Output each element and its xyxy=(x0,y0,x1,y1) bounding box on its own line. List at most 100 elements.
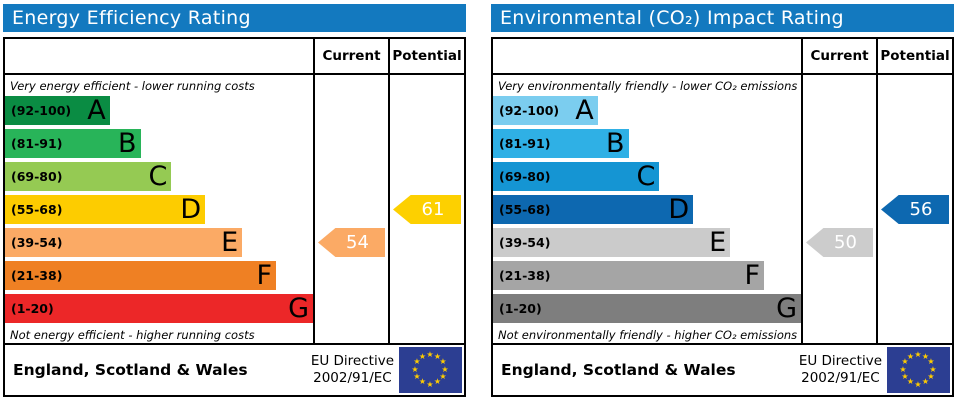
eu-flag-star: ★ xyxy=(439,357,447,366)
band-range-label: (21-38) xyxy=(11,268,63,283)
eu-flag-star: ★ xyxy=(921,351,930,361)
eu-flag-star: ★ xyxy=(929,364,937,374)
energy-efficiency-rating-panel: Energy Efficiency Rating Current Potenti… xyxy=(3,4,466,397)
chart-body-row: Very energy efficient - lower running co… xyxy=(5,75,464,345)
band-b: (81-91) B xyxy=(5,129,141,158)
eu-flag-star: ★ xyxy=(927,357,935,366)
eu-flag-icon: ★ ★ ★ ★ ★ ★ ★ ★ ★ ★ ★ ★ xyxy=(399,347,462,393)
band-c: (69-80) C xyxy=(493,161,660,192)
band-range-label: (81-91) xyxy=(11,136,63,151)
eu-flag-star: ★ xyxy=(426,379,434,389)
table-footer-row: England, Scotland & Wales EU Directive 2… xyxy=(493,345,952,395)
eu-flag-star: ★ xyxy=(411,364,419,374)
band-letter: A xyxy=(87,95,106,126)
band-range-label: (55-68) xyxy=(11,202,63,217)
band-letter: F xyxy=(744,260,761,291)
chart-body-row: Very environmentally friendly - lower CO… xyxy=(493,75,952,345)
eu-flag-star: ★ xyxy=(433,377,442,387)
eu-flag-star: ★ xyxy=(441,364,449,374)
band-letter: F xyxy=(256,260,273,291)
band-letter: B xyxy=(605,128,625,159)
top-caption: Very energy efficient - lower running co… xyxy=(10,79,255,93)
eu-directive-line2: 2002/91/EC xyxy=(801,370,880,386)
current-rating-column: 54 xyxy=(313,75,388,343)
rating-table: Current Potential Very environmentally f… xyxy=(491,37,954,397)
bands-column: Very environmentally friendly - lower CO… xyxy=(493,75,801,343)
eu-flag-star: ★ xyxy=(914,349,922,359)
table-footer-row: England, Scotland & Wales EU Directive 2… xyxy=(5,345,464,395)
band-letter: C xyxy=(636,161,656,192)
band-f: (21-38) F xyxy=(493,260,765,291)
eu-flag-star: ★ xyxy=(426,349,434,359)
eu-directive-label: EU Directive 2002/91/EC xyxy=(311,353,394,387)
band-d: (55-68) D xyxy=(5,195,206,224)
potential-column-header: Potential xyxy=(388,39,464,73)
band-range-label: (21-38) xyxy=(499,268,551,283)
band-range-label: (1-20) xyxy=(11,301,54,316)
band-d: (55-68) D xyxy=(493,194,694,225)
bands-column: Very energy efficient - lower running co… xyxy=(5,75,313,343)
eu-flag-star: ★ xyxy=(418,377,427,387)
band-range-label: (69-80) xyxy=(11,169,63,184)
band-range-label: (39-54) xyxy=(499,235,551,250)
table-header-row: Current Potential xyxy=(5,39,464,75)
top-caption: Very environmentally friendly - lower CO… xyxy=(498,79,798,93)
bottom-caption: Not energy efficient - higher running co… xyxy=(10,328,255,342)
band-letter: G xyxy=(288,293,309,324)
band-range-label: (39-54) xyxy=(11,235,63,250)
rating-bands: (92-100) A (81-91) B (69-80) C (55-68) D (39-54)… xyxy=(5,96,313,323)
band-range-label: (69-80) xyxy=(499,169,551,184)
current-column-header: Current xyxy=(313,39,388,73)
band-range-label: (92-100) xyxy=(11,103,72,118)
eu-flag-star: ★ xyxy=(901,357,909,366)
current-rating-arrow: 54 xyxy=(318,228,385,257)
band-range-label: (81-91) xyxy=(499,136,551,151)
band-a: (92-100) A xyxy=(493,96,598,125)
band-range-label: (1-20) xyxy=(499,301,542,316)
region-label: England, Scotland & Wales xyxy=(13,361,248,379)
eu-flag-star: ★ xyxy=(899,364,907,374)
rating-bands: (92-100) A (81-91) B (69-80) C (55-68) D (39-54)… xyxy=(493,96,801,323)
potential-rating-arrow: 61 xyxy=(393,195,461,224)
current-rating-arrow: 50 xyxy=(806,228,873,257)
eu-directive-line1: EU Directive xyxy=(310,353,394,370)
eu-flag-star: ★ xyxy=(901,372,909,381)
band-range-label: (55-68) xyxy=(499,202,551,217)
band-g: (1-20) G xyxy=(493,294,801,323)
table-header-row: Current Potential xyxy=(493,39,952,75)
band-letter: A xyxy=(575,95,594,126)
band-letter: G xyxy=(776,293,797,324)
eu-flag-star: ★ xyxy=(413,357,421,366)
band-e: (39-54) E xyxy=(5,228,243,257)
potential-column-header: Potential xyxy=(876,39,952,73)
band-b: (81-91) B xyxy=(493,129,629,158)
potential-rating-column: 61 xyxy=(388,75,464,343)
band-g: (1-20) G xyxy=(5,294,313,323)
eu-flag-star: ★ xyxy=(906,351,915,361)
potential-rating-arrow: 56 xyxy=(881,195,949,224)
panel-title: Environmental (CO₂) Impact Rating xyxy=(491,4,954,32)
current-column-header: Current xyxy=(801,39,876,73)
region-label: England, Scotland & Wales xyxy=(501,361,736,379)
eu-flag-star: ★ xyxy=(914,379,922,389)
eu-flag-star: ★ xyxy=(439,372,447,381)
band-a: (92-100) A xyxy=(5,96,110,125)
eu-flag-star: ★ xyxy=(921,377,930,387)
band-range-label: (92-100) xyxy=(499,103,560,118)
potential-rating-column: 56 xyxy=(876,75,952,343)
band-letter: D xyxy=(668,194,690,225)
panel-title: Energy Efficiency Rating xyxy=(3,4,466,32)
band-letter: B xyxy=(117,128,137,159)
band-e: (39-54) E xyxy=(493,228,731,257)
band-c: (69-80) C xyxy=(5,161,172,192)
bottom-caption: Not environmentally friendly - higher CO… xyxy=(498,328,798,342)
eu-flag-star: ★ xyxy=(927,372,935,381)
eu-directive-line1: EU Directive xyxy=(798,353,882,370)
current-rating-column: 50 xyxy=(801,75,876,343)
eu-flag-star: ★ xyxy=(906,377,915,387)
eu-flag-star: ★ xyxy=(433,351,442,361)
rating-table: Current Potential Very energy efficient … xyxy=(3,37,466,397)
header-spacer-cell xyxy=(5,39,313,73)
band-letter: C xyxy=(148,161,168,192)
